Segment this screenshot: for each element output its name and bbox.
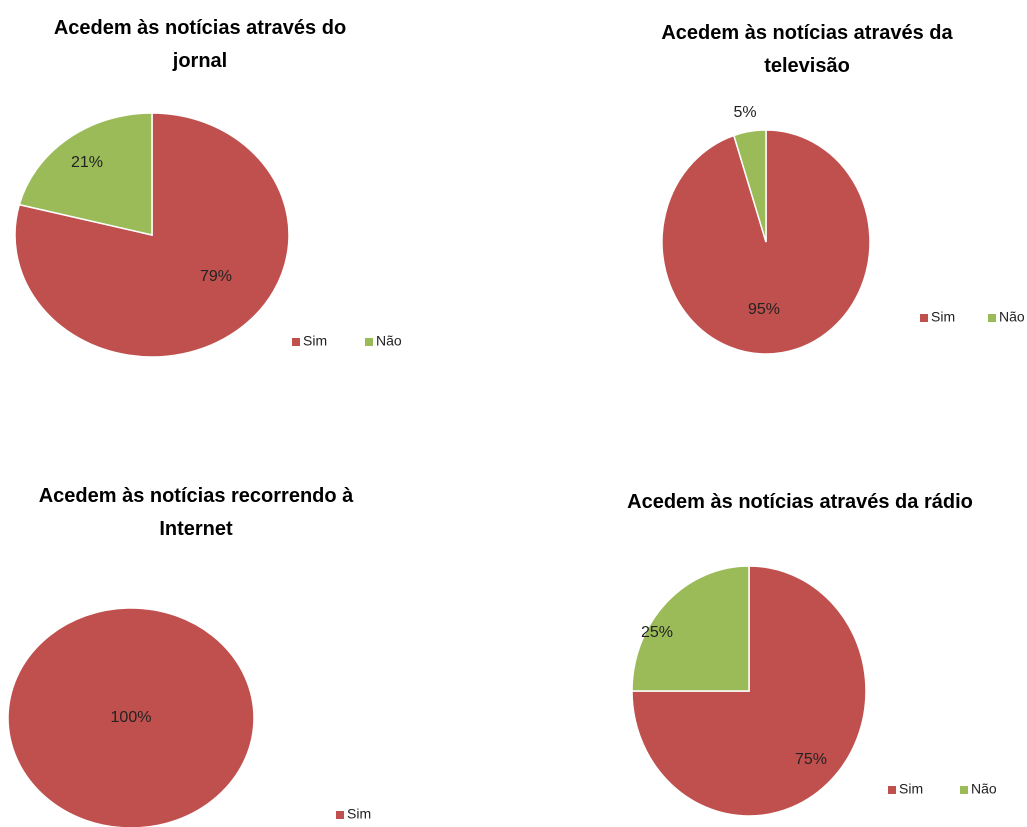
data-label: 95%	[748, 301, 780, 318]
legend-swatch	[365, 338, 373, 346]
pie-slice	[631, 565, 750, 692]
pie-slice	[7, 607, 255, 827]
chart-title: Acedem às notícias recorrendo à Internet	[38, 485, 354, 540]
data-label: 75%	[795, 751, 827, 768]
legend-label: Sim	[303, 333, 327, 349]
legend-swatch	[960, 786, 968, 794]
data-label: 21%	[71, 154, 103, 171]
legend-swatch	[292, 338, 300, 346]
chart-title: Acedem às notícias através do jornal	[53, 17, 347, 72]
legend-label: Não	[376, 333, 402, 349]
pie-slice	[732, 129, 767, 243]
chart-title: Acedem às notícias através da televisão	[661, 22, 953, 77]
pie-slice	[631, 565, 867, 817]
legend-label: Sim	[931, 309, 955, 325]
data-label: 5%	[733, 104, 756, 121]
legend-swatch	[988, 314, 996, 322]
legend-label: Sim	[899, 781, 923, 797]
pie-slice	[18, 112, 153, 236]
data-label: 25%	[641, 624, 673, 641]
legend-swatch	[888, 786, 896, 794]
data-label: 79%	[200, 268, 232, 285]
chart-title: Acedem às notícias através da rádio	[627, 491, 973, 513]
legend-swatch	[336, 811, 344, 819]
data-label: 100%	[111, 709, 152, 726]
legend-label: Sim	[347, 806, 371, 822]
legend-swatch	[920, 314, 928, 322]
legend-label: Não	[999, 309, 1025, 325]
legend-label: Não	[971, 781, 997, 797]
